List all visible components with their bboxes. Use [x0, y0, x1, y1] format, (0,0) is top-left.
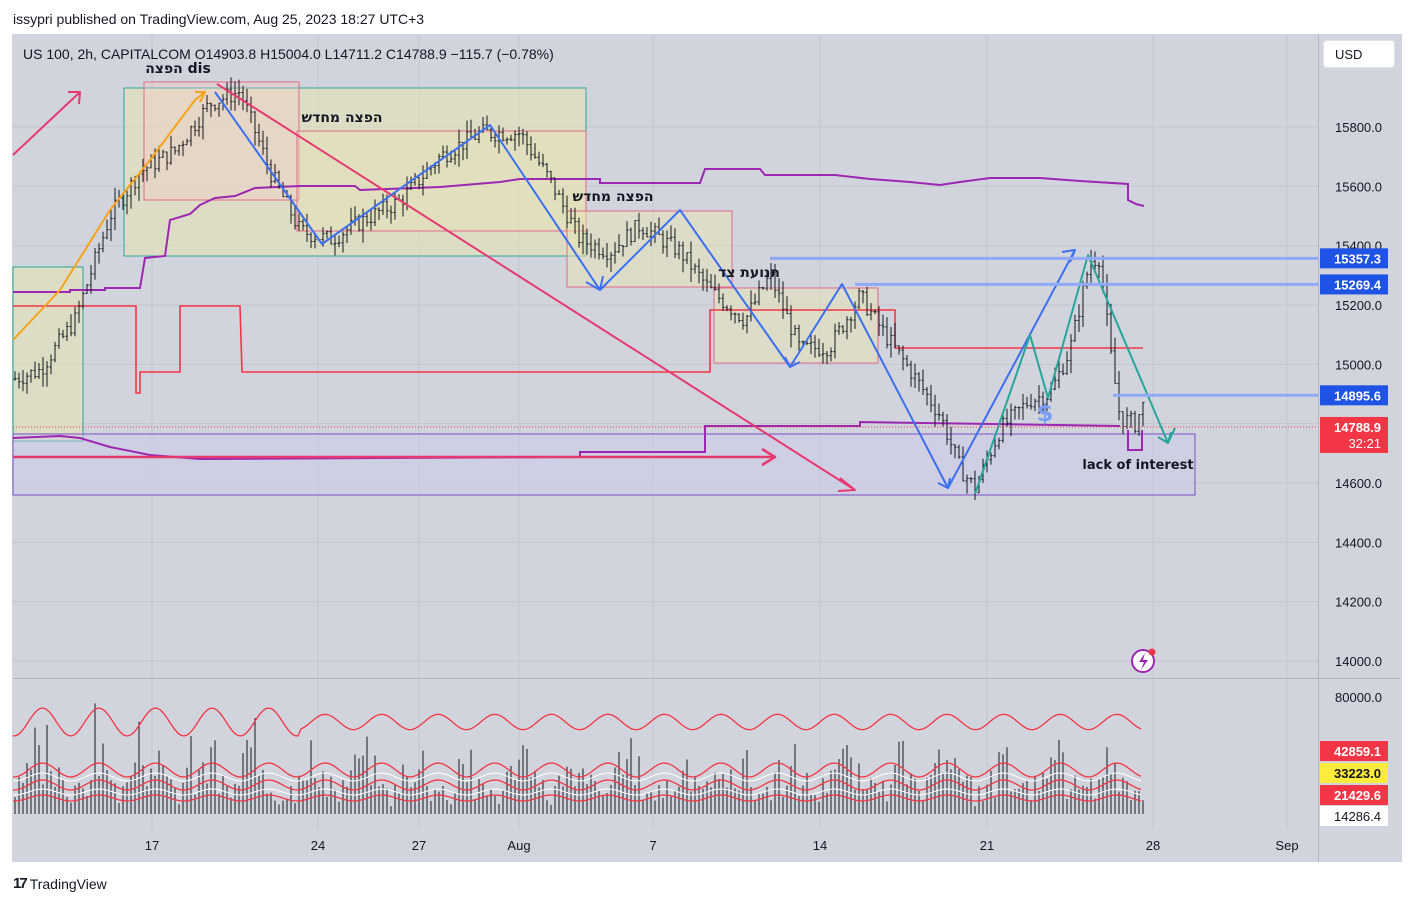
time-tick-label: 21 — [980, 838, 994, 853]
price-tick-label: 14000.0 — [1335, 654, 1382, 669]
orange-arrowhead — [195, 91, 206, 103]
volume-level-badge — [1320, 741, 1388, 761]
volume-band-line-2 — [13, 762, 1142, 778]
time-tick-label: 17 — [145, 838, 159, 853]
drawings — [12, 83, 1318, 495]
candles — [13, 77, 1145, 500]
pink-diagonal-arrowhead — [837, 477, 856, 492]
price-level-badge — [1320, 248, 1388, 269]
pink-horizontal-arrowhead — [761, 447, 777, 467]
currency-button[interactable]: USD — [1323, 40, 1395, 68]
time-tick-label: 28 — [1146, 838, 1160, 853]
time-tick-label: Sep — [1275, 838, 1298, 853]
price-tick-label: 14600.0 — [1335, 476, 1382, 491]
notification-dot-icon — [1148, 648, 1156, 656]
last-price-label: 14788.9 — [1334, 420, 1381, 435]
blue-arrowhead-2 — [784, 356, 801, 368]
time-tick-label: 7 — [649, 838, 656, 853]
annotation-dollar-sign: $ — [1037, 399, 1054, 427]
volume-band-line-1 — [12, 707, 1142, 737]
zone-box-sideways — [713, 287, 879, 364]
time-tick-label: 24 — [311, 838, 325, 853]
tradingview-logo[interactable]: 17 TradingView — [13, 875, 107, 892]
price-level-badge — [1320, 385, 1388, 406]
price-level-label: 15357.3 — [1334, 251, 1381, 266]
price-level-label: 14895.6 — [1334, 388, 1381, 403]
zone-box-redistribution — [296, 130, 587, 232]
volume-bars — [12, 703, 1144, 814]
publisher-line: issypri published on TradingView.com, Au… — [13, 11, 425, 27]
annotation-lack-of-interest: lack of interest — [1082, 458, 1193, 473]
price-level-badge — [1320, 274, 1388, 295]
time-tick-label: 14 — [813, 838, 827, 853]
blue-arrowhead-1 — [585, 275, 604, 291]
price-tick-label: 14200.0 — [1335, 595, 1382, 610]
last-price-badge — [1320, 416, 1388, 453]
volume-level-label: 14286.4 — [1334, 809, 1381, 824]
price-tick-label: 15800.0 — [1335, 120, 1382, 135]
lightning-bolt-icon — [1139, 653, 1148, 670]
time-tick-label: Aug — [507, 838, 530, 853]
annotation-redistribution-2: הפצה מחדש — [572, 189, 653, 205]
pink-diagonal-line — [216, 83, 856, 491]
purple-indicator-line — [13, 168, 1145, 293]
orange-trend-line — [12, 91, 206, 341]
tradingview-label: TradingView — [29, 875, 107, 892]
price-tick-label: 14400.0 — [1335, 535, 1382, 550]
price-axis[interactable]: 15800.015600.015400.015200.015000.014800… — [1320, 120, 1388, 826]
annotations: הפצה dis הפצה מחדש הפצה מחדש תנועת צד lack o… — [145, 61, 1194, 673]
volume-band-line-white-2 — [12, 788, 1142, 796]
blue-zigzag-line — [214, 91, 1076, 489]
volume-level-badge — [1320, 763, 1388, 783]
countdown-label: 32:21 — [1348, 436, 1381, 451]
tradingview-logo-icon: 17 — [13, 875, 28, 892]
green-zigzag-line — [974, 254, 1169, 495]
time-tick-label: 27 — [412, 838, 426, 853]
pink-arrow-line — [12, 91, 81, 156]
zone-box-lack-of-interest — [12, 433, 1196, 496]
pink-arrowhead — [68, 91, 81, 105]
zone-box-left — [12, 266, 84, 442]
volume-level-badge — [1320, 785, 1388, 805]
zone-boxes — [12, 81, 1196, 496]
volume-band-line-white — [12, 772, 1142, 782]
volume-pane[interactable] — [13, 679, 1318, 829]
volume-band-line-3 — [12, 779, 1142, 791]
price-tick-label: 15000.0 — [1335, 357, 1382, 372]
volume-level-label: 42859.1 — [1334, 744, 1381, 759]
volume-level-label: 33223.0 — [1334, 766, 1381, 781]
symbol-info: US 100, 2h, CAPITALCOM O14903.8 H15004.0… — [23, 46, 554, 62]
blue-arrowhead-3 — [937, 477, 951, 489]
red-indicator-line — [13, 305, 1143, 394]
annotation-sideways: תנועת צד — [718, 265, 780, 281]
price-tick-label: 15200.0 — [1335, 298, 1382, 313]
annotation-dis: הפצה dis — [145, 61, 211, 77]
annotation-redistribution: הפצה מחדש — [301, 110, 382, 126]
purple-indicator-tail — [1127, 430, 1143, 451]
green-arrowhead — [1157, 431, 1172, 444]
price-level-label: 15269.4 — [1334, 277, 1382, 292]
volume-level-label: 21429.6 — [1334, 788, 1381, 803]
volume-band-line-4 — [12, 794, 1142, 802]
volume-level-badge — [1320, 806, 1388, 826]
time-axis[interactable]: 17 24 27 Aug 7 14 21 28 Sep — [145, 838, 1299, 853]
price-tick-label: 15600.0 — [1335, 179, 1382, 194]
volume-tick-label: 80000.0 — [1335, 690, 1382, 705]
